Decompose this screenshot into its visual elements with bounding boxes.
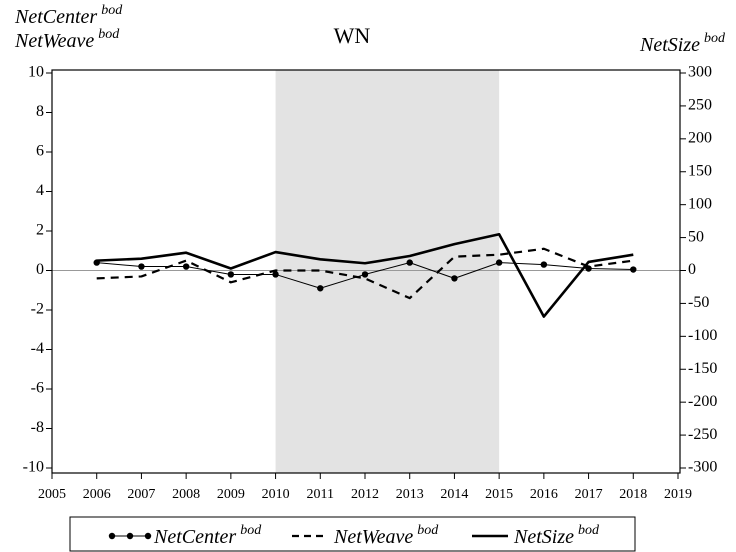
y2-tick-label: -250 [688,426,717,443]
y2-tick-label: 200 [688,130,712,147]
series-point [272,271,279,278]
y-tick-label: -8 [31,419,44,436]
y-axis-label-sup: bod [98,27,120,42]
chart-title: WN [334,23,371,48]
y2-axis-label-sup: bod [704,31,726,46]
x-tick-label: 2008 [172,487,200,502]
y-tick-label: -6 [31,380,44,397]
x-tick-label: 2005 [38,487,66,502]
x-tick-label: 2018 [619,487,647,502]
series-point [540,261,548,268]
y-tick-label: 4 [36,182,44,199]
y-tick-label: 0 [36,261,44,278]
legend-label-main: NetSize [513,526,574,548]
legend-label-sup: bod [417,523,439,538]
y2-tick-label: 150 [688,162,712,179]
y2-tick-label: -150 [688,360,717,377]
legend-label-main: NetCenter [153,526,236,548]
x-tick-label: 2019 [664,487,692,502]
y-tick-label: -4 [31,340,44,357]
y-tick-label: -10 [23,459,44,476]
series-point [361,271,369,278]
x-tick-label: 2015 [485,487,513,502]
y-tick-label: -2 [31,301,44,318]
legend-label: NetSize bod [513,523,600,547]
y-tick-label: 8 [36,103,44,120]
legend-dot [126,532,134,540]
y2-tick-label: -200 [688,393,717,410]
y-axis-label-main: NetCenter [14,6,97,28]
legend-label-main: NetWeave [333,526,413,548]
series-point [182,263,190,270]
legend-box [69,516,636,552]
y-tick-label: 2 [36,222,44,239]
series-point [138,263,145,270]
legend-dot [108,532,116,540]
series-point [630,266,637,273]
legend-dot [144,532,152,540]
y-axis-label-sup: bod [101,3,123,18]
x-tick-label: 2006 [83,487,111,502]
series-point [495,259,503,266]
y2-axis-label-main: NetSize [639,34,700,56]
series-point [227,271,235,278]
series-point [451,275,458,282]
x-tick-label: 2011 [307,487,334,502]
series-point [406,259,413,266]
y2-tick-label: 0 [688,261,696,278]
series-line [96,232,634,318]
y2-tick-label: 250 [688,97,712,114]
y-tick-label: 6 [36,143,44,160]
x-tick-label: 2013 [396,487,424,502]
series-line [96,247,634,300]
legend-label: NetCenter bod [153,523,262,547]
plot-frame [51,69,681,474]
legend-label: NetWeave bod [333,523,439,547]
y2-tick-label: 100 [688,195,712,212]
series-point [317,285,324,292]
y2-tick-label: -100 [688,327,717,344]
y2-tick-label: 300 [688,64,712,81]
legend-label-sup: bod [578,523,600,538]
legend-label-sup: bod [240,523,262,538]
x-tick-label: 2009 [217,487,245,502]
x-tick-label: 2017 [575,487,603,502]
y2-tick-label: -300 [688,459,717,476]
x-tick-label: 2007 [127,487,155,502]
y-tick-label: 10 [28,64,44,81]
x-tick-label: 2014 [440,487,468,502]
y-axis-label: NetCenter bod [14,3,123,27]
y-axis-label-main: NetWeave [14,30,94,52]
y-axis-label: NetWeave bod [14,27,120,51]
y2-tick-label: 50 [688,228,704,245]
y2-tick-label: -50 [688,294,709,311]
y2-axis-label: NetSize bod [639,31,726,55]
shaded-period [275,70,500,473]
x-tick-label: 2012 [351,487,379,502]
x-tick-label: 2010 [262,487,290,502]
x-tick-label: 2016 [530,487,558,502]
